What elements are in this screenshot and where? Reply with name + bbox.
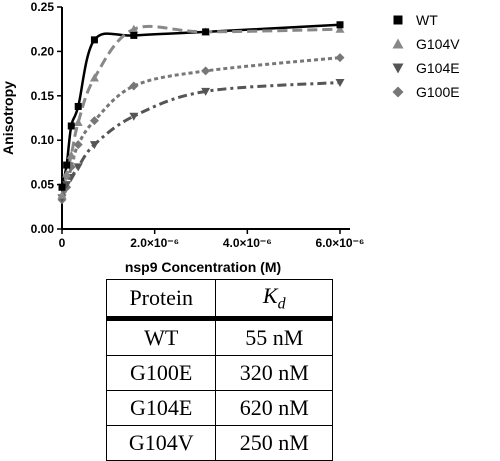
data-point [201,66,211,76]
data-point [62,169,72,178]
legend-label-g100e: G100E [416,84,460,100]
table-row: G100E 320 nM [105,355,333,391]
table-cell-protein: WT [105,318,217,356]
data-point [57,190,67,199]
kd-table: Protein Kd WT 55 nM G100E 320 nM G104E 6… [105,279,333,461]
legend-label-g104e: G104E [416,60,460,76]
table-cell-kd: 620 nM [215,390,333,426]
y-tick-label: 0.20 [31,44,55,58]
kd-symbol: K [262,282,278,308]
legend-marker-wt [393,15,403,25]
table-cell-kd: 55 nM [215,318,333,356]
series-line-g104e [60,80,341,199]
data-point [129,81,139,91]
x-tick-label: 2.0×10⁻⁶ [130,236,179,250]
data-point [67,122,75,130]
table-header-protein: Protein [105,279,217,321]
x-tick-label: 0 [59,236,66,250]
y-tick-label: 0.15 [31,89,55,103]
x-axis-title: nsp9 Concentration (M) [125,259,281,275]
data-point [58,183,66,191]
table-cell-protein: G104E [105,390,217,426]
series-line-g100e [60,56,341,201]
table-row: WT 55 nM [105,318,333,356]
legend-marker-g104v [392,38,404,49]
y-tick-label: 0.05 [31,178,55,192]
data-point [129,24,139,33]
data-point [89,73,99,82]
anisotropy-chart: 0.00 0.05 0.10 0.15 0.20 0.25 0 2.0×10⁻⁶ 4.0×10… [0,0,460,275]
data-point [89,141,99,150]
data-point [73,163,83,172]
table-row: G104V 250 nM [105,425,333,461]
legend-label-wt: WT [416,12,438,28]
data-point [73,140,83,150]
data-point [90,36,98,44]
legend-marker-g100e [392,86,404,98]
series-line-wt [60,23,341,188]
data-point [74,102,82,110]
y-tick-label: 0.10 [31,133,55,147]
x-tick-label: 6.0×10⁻⁶ [316,236,365,250]
kd-subscript: d [277,295,286,313]
table-header-row: Protein Kd [105,279,333,321]
table-row: G104E 620 nM [105,390,333,426]
data-point [130,31,138,39]
data-point [335,24,345,33]
table-cell-protein: G104V [105,425,217,461]
data-point [63,161,71,169]
data-point [335,78,345,87]
table-cell-kd: 320 nM [215,355,333,391]
data-point [89,116,99,126]
data-point [66,150,76,159]
x-tick-label: 4.0×10⁻⁶ [223,236,272,250]
table-cell-kd: 250 nM [215,425,333,461]
data-point [62,181,72,190]
data-point [129,112,139,121]
data-point [336,21,344,29]
data-point [201,87,211,96]
table-cell-protein: G100E [105,355,217,391]
data-point [73,117,83,126]
legend-marker-g104e [392,63,404,74]
legend-label-g104v: G104V [416,36,460,52]
table-header-kd: Kd [215,279,333,321]
y-tick-label: 0.25 [31,0,55,14]
data-point [335,53,345,63]
y-tick-label: 0.00 [31,222,55,236]
y-axis-title: Anisotropy [0,81,16,155]
data-point [202,28,210,36]
